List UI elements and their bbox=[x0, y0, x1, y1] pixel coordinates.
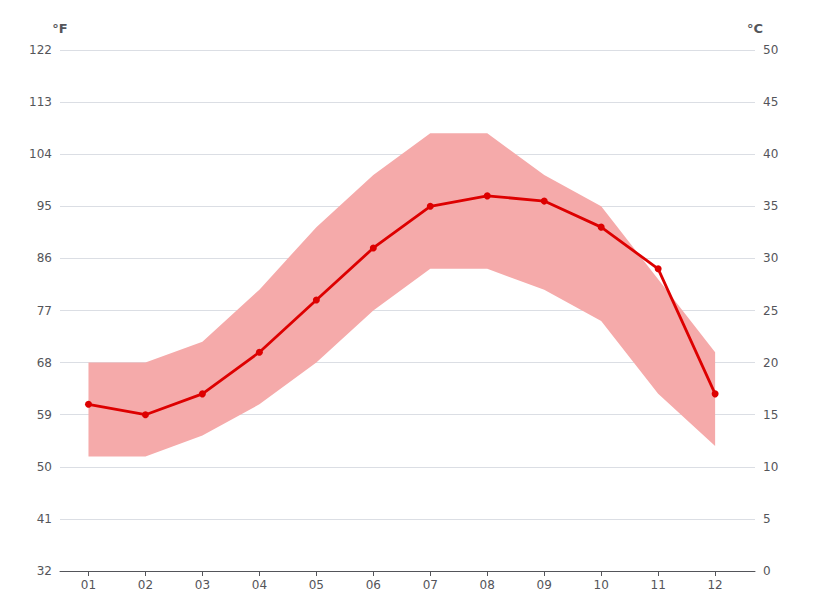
svg-text:104: 104 bbox=[29, 147, 52, 161]
svg-text:5: 5 bbox=[763, 512, 771, 526]
svg-text:35: 35 bbox=[763, 199, 778, 213]
svg-text:122: 122 bbox=[29, 43, 52, 57]
svg-text:01: 01 bbox=[81, 578, 96, 592]
svg-text:45: 45 bbox=[763, 95, 778, 109]
svg-text:02: 02 bbox=[138, 578, 153, 592]
svg-text:77: 77 bbox=[37, 304, 52, 318]
svg-text:04: 04 bbox=[252, 578, 267, 592]
svg-text:07: 07 bbox=[423, 578, 438, 592]
svg-text:50: 50 bbox=[37, 460, 52, 474]
svg-text:09: 09 bbox=[537, 578, 552, 592]
svg-text:50: 50 bbox=[763, 43, 778, 57]
svg-text:68: 68 bbox=[37, 356, 52, 370]
svg-text:95: 95 bbox=[37, 199, 52, 213]
svg-text:25: 25 bbox=[763, 304, 778, 318]
svg-text:03: 03 bbox=[195, 578, 210, 592]
svg-text:59: 59 bbox=[37, 408, 52, 422]
svg-text:06: 06 bbox=[366, 578, 381, 592]
svg-text:40: 40 bbox=[763, 147, 778, 161]
svg-text:41: 41 bbox=[37, 512, 52, 526]
svg-text:°C: °C bbox=[747, 21, 763, 36]
svg-text:°F: °F bbox=[52, 21, 67, 36]
svg-text:11: 11 bbox=[651, 578, 666, 592]
svg-text:08: 08 bbox=[480, 578, 495, 592]
svg-text:15: 15 bbox=[763, 408, 778, 422]
svg-text:05: 05 bbox=[309, 578, 324, 592]
svg-text:30: 30 bbox=[763, 251, 778, 265]
svg-text:12: 12 bbox=[707, 578, 722, 592]
svg-text:10: 10 bbox=[763, 460, 778, 474]
svg-text:32: 32 bbox=[37, 564, 52, 578]
svg-text:113: 113 bbox=[29, 95, 52, 109]
svg-text:86: 86 bbox=[37, 251, 52, 265]
svg-text:0: 0 bbox=[763, 564, 771, 578]
svg-text:20: 20 bbox=[763, 356, 778, 370]
svg-text:10: 10 bbox=[594, 578, 609, 592]
